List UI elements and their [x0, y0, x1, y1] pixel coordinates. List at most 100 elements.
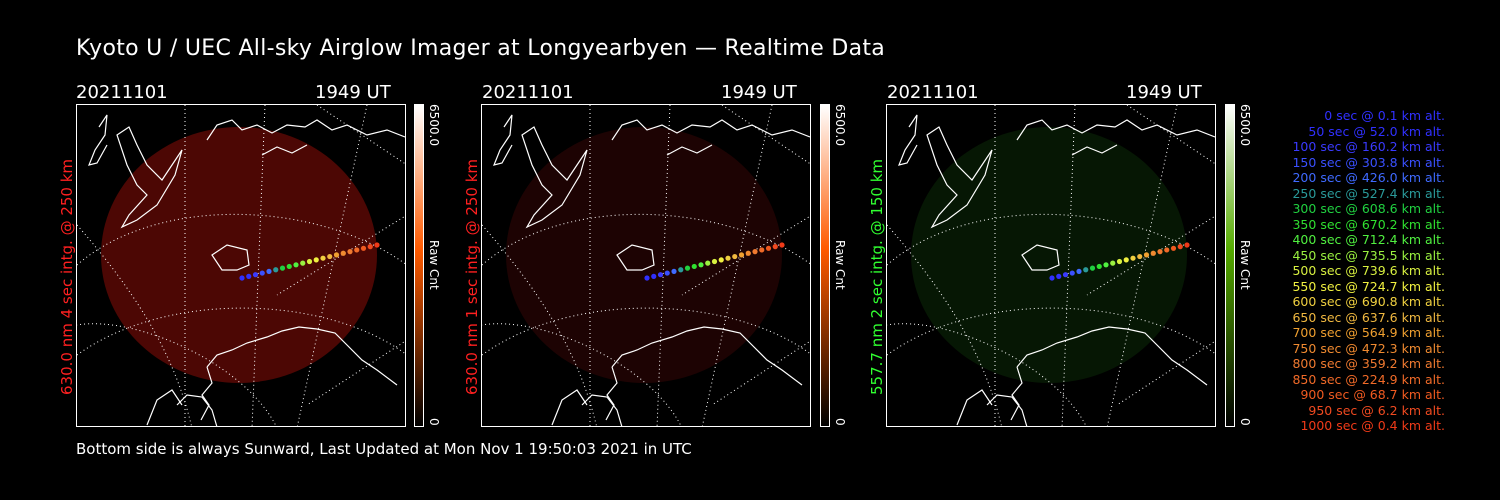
trajectory-point-1 — [1056, 273, 1062, 279]
legend-item-9: 450 sec @ 735.5 km alt. — [1292, 247, 1445, 263]
trajectory-point-20 — [1184, 242, 1190, 248]
sky-map — [77, 105, 405, 426]
coastlines — [88, 114, 405, 426]
panel-2-colorbar — [820, 104, 830, 427]
trajectory-point-7 — [286, 263, 292, 270]
panel-3-time: 1949 UT — [1126, 82, 1202, 103]
legend-item-2: 100 sec @ 160.2 km alt. — [1292, 139, 1445, 154]
legend-item-18: 900 sec @ 68.7 km alt. — [1300, 387, 1445, 402]
trajectory-point-8 — [1103, 262, 1109, 268]
trajectory-point-4 — [1076, 268, 1082, 274]
trajectory-point-11 — [313, 257, 319, 263]
trajectory-point-11 — [718, 257, 724, 263]
trajectory-point-10 — [711, 258, 718, 265]
sky-map — [887, 105, 1215, 426]
trajectory-point-3 — [664, 270, 670, 276]
airglow-disc — [506, 127, 782, 383]
trajectory-point-19 — [367, 244, 373, 250]
airglow-disc — [101, 127, 377, 383]
trajectory-point-2 — [657, 272, 664, 278]
trajectory-point-3 — [259, 270, 265, 276]
trajectory-point-6 — [279, 265, 286, 271]
trajectory-point-12 — [1130, 255, 1136, 261]
trajectory-point-0 — [239, 275, 245, 281]
trajectory-point-9 — [705, 260, 711, 266]
trajectory — [1049, 242, 1190, 281]
trajectory-point-17 — [354, 247, 360, 253]
trajectory-point-14 — [1143, 252, 1150, 258]
trajectory-point-16 — [752, 249, 758, 255]
trajectory-point-12 — [725, 255, 731, 261]
trajectory-point-5 — [273, 267, 279, 273]
legend-item-14: 700 sec @ 564.9 km alt. — [1292, 325, 1445, 340]
trajectory-point-10 — [306, 258, 313, 265]
trajectory-point-13 — [1137, 253, 1143, 260]
trajectory-legend: 0 sec @ 0.1 km alt. 50 sec @ 52.0 km alt.… — [1250, 108, 1445, 434]
trajectory-point-11 — [1123, 257, 1129, 263]
trajectory-point-12 — [320, 255, 326, 261]
footer-note: Bottom side is always Sunward, Last Upda… — [76, 440, 692, 458]
legend-item-6: 300 sec @ 608.6 km alt. — [1292, 201, 1445, 216]
trajectory-point-13 — [327, 253, 333, 260]
panel-2-cbar-bottom: 0 — [833, 418, 847, 426]
trajectory-point-16 — [1157, 249, 1163, 255]
trajectory-point-20 — [779, 242, 785, 248]
panel-1-cbar-label: Raw Cnt — [427, 240, 441, 290]
trajectory-point-19 — [1177, 244, 1183, 250]
trajectory-point-15 — [1150, 250, 1156, 256]
panel-3-ylabel: 557.7 nm 2 sec intg. @ 150 km — [868, 158, 886, 395]
panel-1-image — [76, 104, 406, 427]
trajectory — [644, 242, 785, 281]
legend-item-4: 200 sec @ 426.0 km alt. — [1292, 170, 1445, 185]
panel-1-ylabel: 630.0 nm 4 sec intg. @ 250 km — [58, 158, 76, 395]
legend-item-10: 500 sec @ 739.6 km alt. — [1292, 263, 1445, 278]
airglow-disc — [911, 127, 1187, 383]
page-title: Kyoto U / UEC All-sky Airglow Imager at … — [76, 36, 886, 61]
trajectory-point-4 — [266, 268, 272, 274]
trajectory-point-2 — [1062, 272, 1069, 278]
trajectory-point-3 — [1069, 270, 1075, 276]
trajectory-point-15 — [745, 250, 751, 256]
trajectory-point-9 — [300, 260, 306, 266]
trajectory-point-10 — [1116, 258, 1123, 265]
trajectory-point-8 — [698, 262, 704, 268]
legend-item-12: 600 sec @ 690.8 km alt. — [1292, 294, 1445, 309]
trajectory-point-14 — [738, 252, 745, 258]
legend-item-11: 550 sec @ 724.7 km alt. — [1292, 278, 1445, 294]
trajectory-point-1 — [246, 273, 252, 279]
legend-item-13: 650 sec @ 637.6 km alt. — [1292, 309, 1445, 325]
panel-1-colorbar — [414, 104, 424, 427]
legend-item-15: 750 sec @ 472.3 km alt. — [1292, 340, 1445, 356]
panel-2-cbar-label: Raw Cnt — [833, 240, 847, 290]
trajectory-point-5 — [678, 267, 684, 273]
panel-2-cbar-top: 6500.0 — [833, 104, 847, 146]
trajectory-point-6 — [684, 265, 691, 271]
panel-2-date: 20211101 — [482, 82, 574, 103]
trajectory-point-17 — [759, 247, 765, 253]
legend-item-3: 150 sec @ 303.8 km alt. — [1292, 154, 1445, 170]
panel-1-cbar-bottom: 0 — [427, 418, 441, 426]
trajectory-point-7 — [691, 263, 697, 270]
legend-item-0: 0 sec @ 0.1 km alt. — [1324, 108, 1445, 123]
trajectory — [239, 242, 380, 281]
coastlines — [493, 114, 810, 426]
trajectory-point-18 — [1170, 245, 1177, 251]
legend-item-16: 800 sec @ 359.2 km alt. — [1292, 356, 1445, 371]
panel-3-colorbar — [1225, 104, 1235, 427]
trajectory-point-9 — [1110, 260, 1116, 266]
legend-item-5: 250 sec @ 527.4 km alt. — [1292, 185, 1445, 201]
trajectory-point-14 — [333, 252, 340, 258]
legend-item-17: 850 sec @ 224.9 km alt. — [1292, 371, 1445, 387]
legend-item-7: 350 sec @ 670.2 km alt. — [1292, 216, 1445, 232]
legend-item-20: 1000 sec @ 0.4 km alt. — [1300, 418, 1445, 433]
trajectory-point-5 — [1083, 267, 1089, 273]
panel-2-image — [481, 104, 811, 427]
trajectory-point-1 — [651, 273, 657, 279]
trajectory-point-2 — [252, 272, 259, 278]
trajectory-point-0 — [1049, 275, 1055, 281]
panel-1-time: 1949 UT — [315, 82, 391, 103]
trajectory-point-4 — [671, 268, 677, 274]
trajectory-point-8 — [293, 262, 299, 268]
trajectory-point-15 — [340, 250, 346, 256]
panel-3-image — [886, 104, 1216, 427]
